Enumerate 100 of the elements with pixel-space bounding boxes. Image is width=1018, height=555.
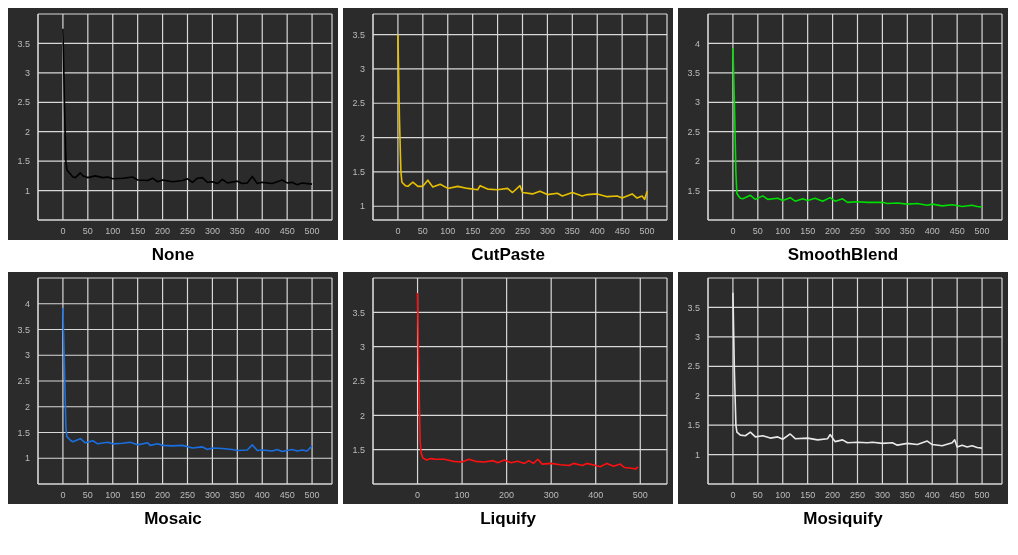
y-tick-label: 4 (694, 38, 700, 49)
text: SmoothBlend (786, 244, 900, 266)
y-tick-label: 3.5 (687, 302, 700, 313)
x-tick-label: 200 (155, 226, 171, 237)
x-tick-label: 200 (155, 490, 171, 501)
x-tick-label: 300 (204, 226, 220, 237)
y-tick-label: 3 (24, 350, 30, 361)
x-tick-label: 300 (543, 490, 559, 501)
y-tick-label: 1.5 (687, 420, 700, 431)
line-series (62, 27, 313, 186)
x-tick-label: 0 (60, 490, 66, 501)
x-tick-label: 50 (82, 226, 93, 237)
y-tick-label: 1 (359, 201, 365, 212)
x-tick-label: 250 (514, 226, 531, 237)
x-tick-label: 250 (179, 226, 196, 237)
x-tick-label: 50 (417, 226, 428, 237)
x-tick-label: 500 (304, 490, 320, 501)
x-tick-label: 400 (924, 226, 940, 237)
x-tick-label: 150 (465, 226, 481, 237)
x-tick-label: 300 (874, 490, 890, 501)
x-tick-label: 400 (588, 490, 604, 501)
x-tick-label: 100 (105, 226, 121, 237)
y-tick-label: 3.5 (352, 307, 365, 318)
x-tick-label: 50 (82, 490, 93, 501)
line-series (397, 33, 648, 201)
y-tick-label: 1.5 (17, 427, 30, 438)
y-tick-label: 1.5 (352, 167, 365, 178)
x-tick-label: 0 (730, 226, 736, 237)
x-tick-label: 350 (229, 226, 245, 237)
x-tick-label: 50 (752, 490, 763, 501)
x-tick-label: 350 (899, 226, 915, 237)
x-tick-label: 400 (924, 490, 940, 501)
y-tick-label: 1 (24, 185, 30, 196)
x-tick-label: 300 (204, 490, 220, 501)
line-series (732, 47, 983, 208)
y-tick-label: 3 (694, 97, 700, 108)
x-tick-label: 450 (279, 226, 295, 237)
x-tick-label: 150 (800, 490, 816, 501)
y-tick-label: 4 (24, 298, 30, 309)
x-tick-label: 500 (639, 226, 655, 237)
x-tick-label: 300 (874, 226, 890, 237)
y-tick-label: 2.5 (687, 126, 700, 137)
x-tick-label: 0 (730, 490, 736, 501)
y-tick-label: 2.5 (17, 97, 30, 108)
y-tick-label: 2 (694, 390, 700, 401)
y-tick-label: 3 (359, 64, 365, 75)
y-tick-label: 3.5 (17, 38, 30, 49)
line-series (416, 292, 639, 470)
x-tick-label: 200 (825, 490, 841, 501)
x-tick-label: 200 (490, 226, 506, 237)
text: Mosiquify (802, 508, 884, 530)
y-tick-label: 3 (694, 332, 700, 343)
x-tick-label: 400 (254, 226, 270, 237)
y-tick-label: 1.5 (17, 156, 30, 167)
y-tick-label: 2.5 (17, 376, 30, 387)
text: CutPaste (470, 244, 546, 266)
y-tick-label: 3.5 (17, 324, 30, 335)
x-tick-label: 0 (60, 226, 66, 237)
y-tick-label: 2 (359, 132, 365, 143)
x-tick-label: 450 (279, 490, 295, 501)
x-tick-label: 350 (899, 490, 915, 501)
x-tick-label: 0 (395, 226, 401, 237)
y-tick-label: 1 (694, 449, 700, 460)
y-tick-label: 2 (24, 126, 30, 137)
x-tick-label: 100 (775, 226, 791, 237)
x-tick-label: 500 (632, 490, 648, 501)
y-tick-label: 3 (359, 341, 365, 352)
y-tick-label: 1.5 (352, 444, 365, 455)
x-tick-label: 250 (179, 490, 196, 501)
y-tick-label: 2 (359, 410, 365, 421)
text: Liquify (479, 508, 537, 530)
line-series (732, 291, 983, 449)
x-tick-label: 250 (849, 226, 866, 237)
y-tick-label: 2 (694, 156, 700, 167)
x-tick-label: 150 (130, 490, 146, 501)
x-tick-label: 400 (589, 226, 605, 237)
y-tick-label: 3.5 (687, 68, 700, 79)
y-tick-label: 2 (24, 401, 30, 412)
y-tick-label: 3 (24, 68, 30, 79)
x-tick-label: 150 (130, 226, 146, 237)
x-tick-label: 350 (564, 226, 580, 237)
y-tick-label: 2.5 (352, 98, 365, 109)
line-series (62, 307, 313, 453)
text: Mosaic (143, 508, 203, 530)
x-tick-label: 100 (105, 490, 121, 501)
y-tick-label: 2.5 (687, 361, 700, 372)
x-tick-label: 200 (499, 490, 515, 501)
x-tick-label: 500 (974, 226, 990, 237)
text: None (150, 244, 196, 266)
x-tick-label: 100 (775, 490, 791, 501)
x-tick-label: 150 (800, 226, 816, 237)
y-tick-label: 1 (24, 453, 30, 464)
y-tick-label: 3.5 (352, 29, 365, 40)
y-tick-label: 1.5 (687, 185, 700, 196)
x-tick-label: 350 (229, 490, 245, 501)
y-tick-label: 2.5 (352, 376, 365, 387)
x-tick-label: 100 (440, 226, 456, 237)
x-tick-label: 500 (974, 490, 990, 501)
x-tick-label: 200 (825, 226, 841, 237)
x-tick-label: 450 (614, 226, 630, 237)
